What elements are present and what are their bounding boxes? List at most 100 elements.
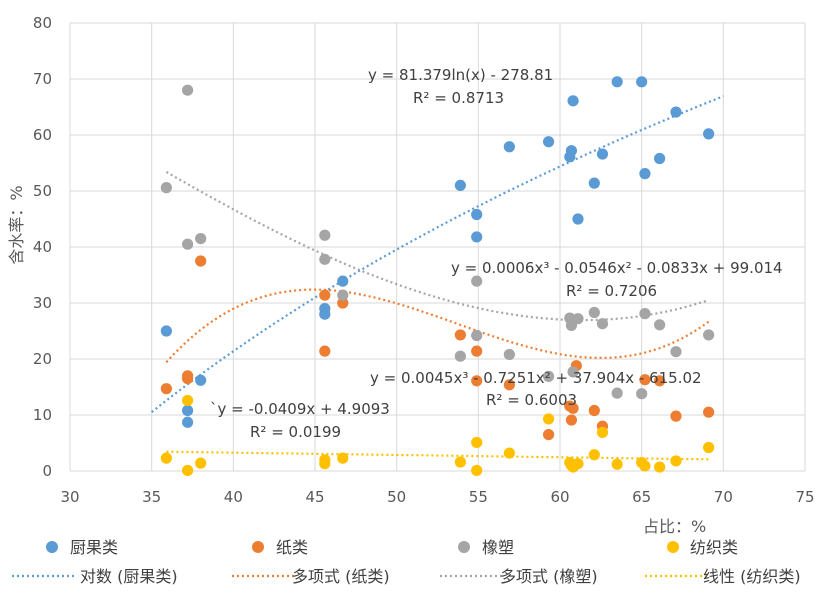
point-kitchen-17 <box>596 148 609 160</box>
point-rubber-2 <box>182 238 194 250</box>
trend-equation-kitchen: y = 81.379ln(x) - 278.81 <box>368 66 553 84</box>
point-textile-8 <box>471 436 483 449</box>
point-paper-4 <box>319 289 331 301</box>
point-rubber-19 <box>636 388 648 400</box>
legend-marker-textile <box>667 541 679 553</box>
point-kitchen-1 <box>182 404 194 417</box>
point-rubber-15 <box>572 313 584 325</box>
point-paper-9 <box>471 375 483 387</box>
point-textile-21 <box>654 461 666 473</box>
point-rubber-16 <box>588 306 600 319</box>
point-rubber-5 <box>319 253 331 265</box>
point-kitchen-3 <box>195 374 207 386</box>
y-tick-label-2: 20 <box>33 350 52 368</box>
point-rubber-4 <box>319 229 331 241</box>
x-tick-labels: 30 35 40 45 50 55 60 65 70 75 <box>60 488 814 506</box>
point-rubber-14 <box>567 366 579 378</box>
y-tick-label-1: 10 <box>33 406 52 424</box>
point-kitchen-15 <box>572 213 584 225</box>
point-kitchen-13 <box>565 145 578 157</box>
point-textile-9 <box>471 464 483 477</box>
trendline-kitchen <box>151 95 724 413</box>
point-paper-5 <box>319 345 331 357</box>
point-textile-23 <box>703 441 715 454</box>
legend-marker-kitchen <box>46 541 58 553</box>
point-textile-7 <box>454 456 466 468</box>
trend-equation-paper: y = 0.0045x³ - 0.7251x² + 37.904x - 615.… <box>370 369 702 387</box>
y-tick-label-7: 70 <box>33 70 52 88</box>
point-kitchen-5 <box>319 308 331 320</box>
point-kitchen-16 <box>588 177 600 189</box>
point-rubber-23 <box>703 329 715 341</box>
trend-r2-paper: R² = 0.6003 <box>486 391 577 409</box>
y-tick-labels: 0 10 20 30 40 50 60 70 80 <box>33 14 52 480</box>
legend-trend-label-paper: 多项式 (纸类) <box>292 567 390 586</box>
point-paper-11 <box>542 429 555 441</box>
x-tick-label-1: 35 <box>142 488 161 506</box>
point-paper-13 <box>565 414 578 426</box>
legend-label-textile: 纺织类 <box>690 538 738 557</box>
y-tick-label-6: 60 <box>33 126 52 144</box>
point-textile-1 <box>182 394 194 407</box>
point-textile-17 <box>596 426 609 438</box>
point-paper-19 <box>654 375 666 387</box>
point-textile-11 <box>542 413 555 425</box>
point-textile-15 <box>572 458 584 470</box>
x-tick-label-0: 30 <box>60 488 79 506</box>
point-textile-5 <box>319 458 331 470</box>
point-rubber-9 <box>471 329 483 342</box>
point-rubber-0 <box>160 182 172 194</box>
legend-label-paper: 纸类 <box>276 538 308 557</box>
trend-r2-kitchen: R² = 0.8713 <box>413 89 504 107</box>
point-kitchen-14 <box>567 95 579 107</box>
point-rubber-7 <box>454 350 466 362</box>
point-kitchen-9 <box>471 231 483 243</box>
point-paper-18 <box>639 374 651 386</box>
trend-equation-rubber: y = 0.0006x³ - 0.0546x² - 0.0833x + 99.0… <box>451 259 783 277</box>
point-rubber-6 <box>337 289 349 301</box>
point-kitchen-8 <box>471 208 483 221</box>
legend-marker-rubber <box>458 541 470 553</box>
trend-r2-rubber: R² = 0.7206 <box>566 282 657 300</box>
x-tick-label-5: 55 <box>469 488 488 506</box>
legend-trend-label-rubber: 多项式 (橡塑) <box>500 567 598 586</box>
point-paper-8 <box>471 345 483 357</box>
point-rubber-18 <box>611 387 623 399</box>
y-axis-title: 含水率：% <box>7 185 26 264</box>
point-kitchen-21 <box>654 152 666 165</box>
point-textile-6 <box>337 452 349 464</box>
legend-trend-label-textile: 线性 (纺织类) <box>703 567 801 586</box>
point-paper-16 <box>588 404 600 417</box>
point-textile-0 <box>160 452 172 464</box>
point-textile-10 <box>503 447 515 459</box>
point-textile-18 <box>611 458 623 470</box>
point-textile-16 <box>588 449 600 461</box>
point-paper-14 <box>567 402 579 414</box>
point-paper-10 <box>503 379 515 391</box>
point-paper-20 <box>670 410 682 422</box>
point-paper-3 <box>195 255 207 267</box>
legend-label-rubber: 橡塑 <box>482 538 514 557</box>
point-paper-0 <box>160 383 172 395</box>
point-textile-3 <box>195 457 207 469</box>
point-kitchen-20 <box>639 168 651 180</box>
x-tick-label-6: 60 <box>550 488 569 506</box>
x-tick-label-9: 75 <box>795 488 814 506</box>
point-paper-6 <box>337 297 349 309</box>
y-tick-label-3: 30 <box>33 294 52 312</box>
legend-label-kitchen: 厨果类 <box>70 538 118 557</box>
y-tick-label-0: 0 <box>42 462 52 480</box>
point-kitchen-18 <box>611 76 623 88</box>
point-textile-20 <box>639 460 651 472</box>
x-tick-label-7: 65 <box>632 488 651 506</box>
point-textile-2 <box>182 464 194 477</box>
point-rubber-1 <box>182 84 194 96</box>
point-paper-2 <box>182 373 194 385</box>
x-tick-label-3: 45 <box>305 488 324 506</box>
point-rubber-22 <box>670 346 682 358</box>
point-paper-7 <box>454 329 466 341</box>
point-kitchen-6 <box>337 275 349 287</box>
point-textile-22 <box>670 455 682 467</box>
trendline-layer <box>151 95 724 461</box>
